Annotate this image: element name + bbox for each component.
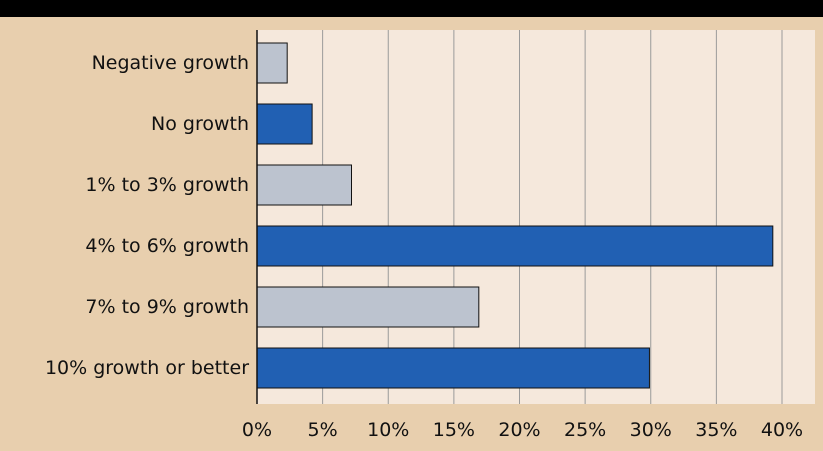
x-tick-label: 25%	[564, 419, 606, 441]
x-tick-label: 15%	[433, 419, 475, 441]
category-label: 10% growth or better	[45, 357, 249, 379]
x-tick-label: 10%	[367, 419, 409, 441]
x-tick-label: 30%	[630, 419, 672, 441]
plot-area	[257, 30, 815, 404]
category-label: 1% to 3% growth	[85, 174, 249, 196]
top-band	[0, 0, 823, 17]
category-label: Negative growth	[92, 52, 249, 74]
bar-0	[256, 42, 288, 84]
category-label: 7% to 9% growth	[85, 296, 249, 318]
gridlines	[322, 30, 783, 404]
x-tick-labels: 0% 5% 10% 15% 20% 25% 30% 35% 40%	[242, 419, 803, 441]
x-tick-label: 40%	[761, 419, 803, 441]
x-tick-label: 20%	[498, 419, 540, 441]
bar-3	[256, 225, 774, 267]
x-tick-label: 0%	[242, 419, 272, 441]
bar-2	[256, 164, 352, 206]
bars	[256, 42, 774, 389]
x-tick-label: 5%	[308, 419, 338, 441]
bar-4	[256, 286, 480, 328]
bar-1	[256, 103, 313, 145]
bar-5	[256, 347, 650, 389]
category-label: 4% to 6% growth	[85, 235, 249, 257]
x-tick-label: 35%	[695, 419, 737, 441]
category-labels: Negative growth No growth 1% to 3% growth 4…	[45, 52, 249, 379]
category-label: No growth	[151, 113, 249, 135]
